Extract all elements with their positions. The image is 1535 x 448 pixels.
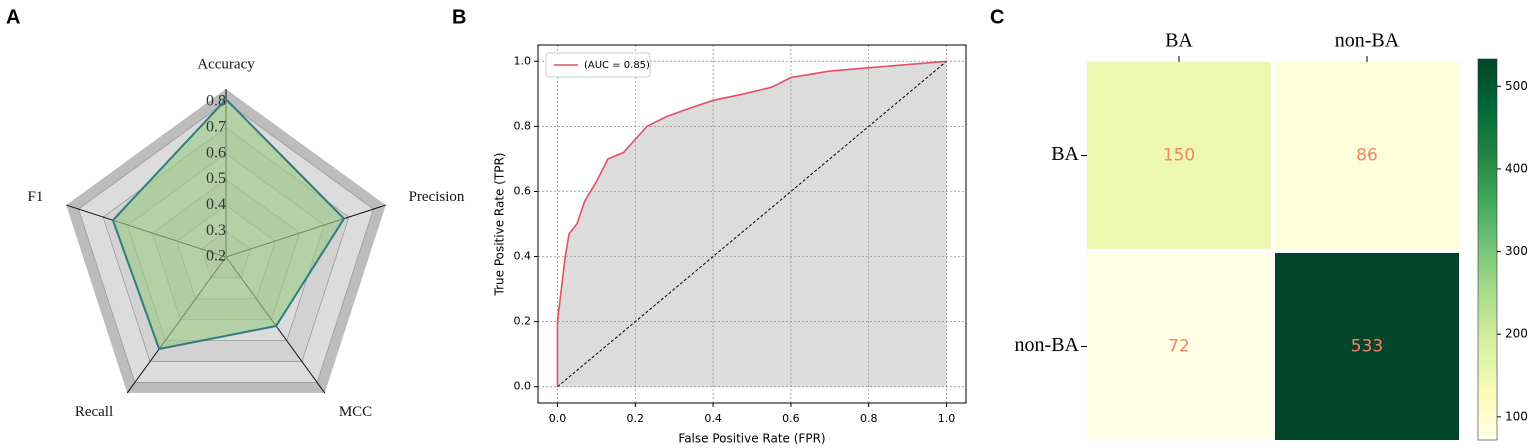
y-tick-label: 0.8 bbox=[514, 119, 532, 132]
radar-tick-label: 0.6 bbox=[206, 144, 226, 161]
colorbar-tick-label: 100 bbox=[1505, 409, 1528, 423]
x-tick-label: 1.0 bbox=[938, 412, 956, 425]
y-tick-label: non-BA bbox=[1015, 334, 1080, 356]
x-tick-label: BA bbox=[1165, 30, 1193, 52]
heatmap-cell bbox=[1087, 253, 1271, 440]
y-tick-label: 0.2 bbox=[514, 315, 532, 328]
cell-label: 533 bbox=[1351, 337, 1383, 357]
colorbar-tick-label: 500 bbox=[1505, 79, 1528, 93]
radar-axis-label: Accuracy bbox=[197, 56, 255, 72]
x-tick-label: 0.8 bbox=[860, 412, 878, 425]
x-axis-title: False Positive Rate (FPR) bbox=[678, 432, 825, 446]
roc-line bbox=[556, 60, 947, 387]
radar-tick-label: 0.7 bbox=[206, 118, 226, 135]
radar-tick-label: 0.2 bbox=[206, 248, 226, 265]
y-axis-title: True Positive Rate (TPR) bbox=[493, 153, 507, 297]
panel-label: C bbox=[990, 6, 1004, 28]
colorbar-tick-label: 200 bbox=[1505, 327, 1528, 341]
legend-box bbox=[545, 52, 651, 78]
radar-tick-label: 0.4 bbox=[206, 196, 226, 213]
x-tick-label: non-BA bbox=[1335, 30, 1400, 52]
reference-line bbox=[557, 60, 947, 388]
heatmap-cell bbox=[1087, 62, 1271, 249]
radar-axis-label: Recall bbox=[75, 404, 113, 420]
x-tick-label: 0.4 bbox=[704, 412, 722, 425]
plot-frame bbox=[537, 44, 967, 404]
radar-axis-label: MCC bbox=[339, 404, 372, 420]
cell-label: 72 bbox=[1168, 337, 1190, 357]
radar-tick-label: 0.8 bbox=[206, 93, 226, 110]
y-tick-label: 0.0 bbox=[514, 380, 532, 393]
cell-label: 150 bbox=[1163, 146, 1195, 166]
radar-tick-label: 0.3 bbox=[206, 222, 226, 239]
y-tick-label: BA bbox=[1051, 143, 1079, 165]
x-tick-label: 0.0 bbox=[549, 412, 567, 425]
heatmap-cell bbox=[1275, 253, 1459, 440]
legend-label: (AUC = 0.85) bbox=[584, 60, 650, 71]
radar-axis-label: Precision bbox=[409, 189, 465, 205]
panel-label: B bbox=[452, 6, 466, 28]
y-tick-label: 0.4 bbox=[514, 250, 532, 263]
cell-label: 86 bbox=[1356, 146, 1378, 166]
colorbar-tick-label: 300 bbox=[1505, 244, 1528, 258]
y-tick-label: 0.6 bbox=[514, 184, 532, 197]
y-tick-label: 1.0 bbox=[514, 54, 532, 67]
x-tick-label: 0.2 bbox=[627, 412, 645, 425]
panel-label: A bbox=[6, 6, 20, 28]
heatmap-cell bbox=[1275, 62, 1459, 249]
colorbar bbox=[1477, 58, 1498, 441]
x-tick-label: 0.6 bbox=[782, 412, 800, 425]
colorbar-tick-label: 400 bbox=[1505, 161, 1528, 175]
radar-area bbox=[111, 97, 346, 351]
radar-tick-label: 0.5 bbox=[206, 170, 226, 187]
radar-axis-label: F1 bbox=[28, 189, 44, 205]
